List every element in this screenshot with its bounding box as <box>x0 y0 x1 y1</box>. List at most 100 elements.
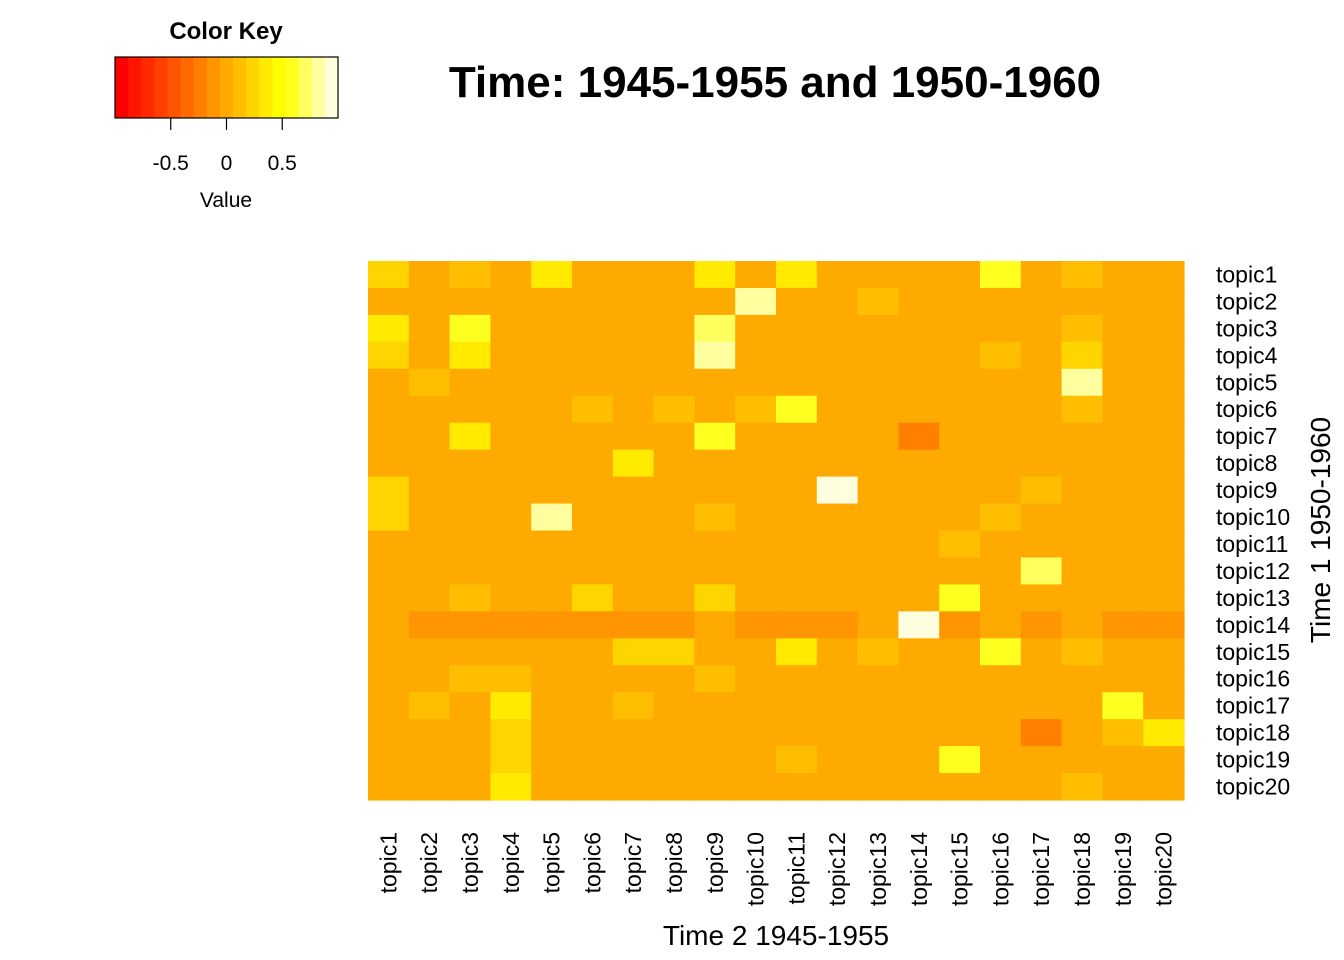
heatmap-cell <box>1102 530 1144 559</box>
heatmap-cell <box>816 557 859 585</box>
heatmap-cell <box>572 557 614 585</box>
heatmap-cell <box>531 719 573 747</box>
heatmap-cell <box>1020 773 1063 801</box>
heatmap-cell <box>898 746 940 774</box>
heatmap-cell <box>898 395 940 424</box>
color-key-swatch <box>259 57 273 118</box>
heatmap-cell <box>816 314 859 343</box>
heatmap-cell <box>490 611 532 639</box>
heatmap-cell <box>368 665 410 693</box>
heatmap-cell <box>490 584 532 612</box>
heatmap-cell <box>816 476 859 505</box>
row-label: topic10 <box>1216 504 1290 530</box>
heatmap-cell <box>898 611 940 639</box>
heatmap-cell <box>490 503 532 532</box>
heatmap-cell <box>612 638 655 666</box>
heatmap-cells <box>368 261 1185 801</box>
heatmap-cell <box>776 368 818 397</box>
heatmap-cell <box>1020 287 1063 316</box>
heatmap-cell <box>368 611 410 639</box>
heatmap-cell <box>531 261 573 289</box>
heatmap-cell <box>898 287 940 316</box>
heatmap-cell <box>572 368 614 397</box>
heatmap-cell <box>490 719 532 747</box>
heatmap-cell <box>857 449 899 478</box>
heatmap-cell <box>735 422 777 451</box>
heatmap-cell <box>612 341 655 370</box>
heatmap-cell <box>368 449 410 478</box>
heatmap-cell <box>1102 584 1144 612</box>
heatmap-cell <box>939 261 981 289</box>
heatmap-cell <box>490 341 532 370</box>
column-label: topic16 <box>987 832 1013 906</box>
heatmap-cell <box>1020 449 1063 478</box>
heatmap-cell <box>653 368 695 397</box>
heatmap-cell <box>939 395 981 424</box>
row-label: topic5 <box>1216 369 1277 395</box>
heatmap-cell <box>898 557 940 585</box>
heatmap-cell <box>735 557 777 585</box>
heatmap-cell <box>449 773 491 801</box>
heatmap-cell <box>980 287 1022 316</box>
color-key-swatch <box>141 57 155 118</box>
color-key-swatch <box>115 57 129 118</box>
heatmap-cell <box>612 557 655 585</box>
color-key-swatch <box>154 57 168 118</box>
column-label: topic11 <box>783 832 809 904</box>
heatmap-cell <box>1102 611 1144 639</box>
heatmap-cell <box>449 638 491 666</box>
color-key: Color Key -0.5 0 0.5 Value <box>114 18 339 212</box>
heatmap-cell <box>735 665 777 693</box>
heatmap-cell <box>816 395 859 424</box>
heatmap-cell <box>408 773 451 801</box>
heatmap-cell <box>449 341 491 370</box>
color-key-swatch <box>206 57 221 118</box>
heatmap-cell <box>408 557 451 585</box>
heatmap-cell <box>1020 395 1063 424</box>
heatmap-cell <box>1102 557 1144 585</box>
row-label: topic12 <box>1216 558 1290 584</box>
heatmap-cell <box>1020 422 1063 451</box>
heatmap-cell <box>1102 314 1144 343</box>
heatmap-cell <box>776 773 818 801</box>
heatmap-cell <box>408 314 451 343</box>
heatmap-cell <box>572 261 614 289</box>
heatmap-cell <box>735 368 777 397</box>
row-label: topic18 <box>1216 720 1290 746</box>
column-label: topic10 <box>743 832 769 906</box>
heatmap-cell <box>531 746 573 774</box>
heatmap-cell <box>1102 422 1144 451</box>
heatmap-cell <box>408 665 451 693</box>
heatmap-cell <box>694 287 736 316</box>
heatmap-cell <box>939 638 981 666</box>
heatmap-cell <box>653 503 695 532</box>
heatmap-cell <box>612 261 655 289</box>
heatmap-cell <box>612 773 655 801</box>
heatmap-cell <box>449 692 491 720</box>
color-key-swatch <box>167 57 182 118</box>
heatmap-cell <box>531 395 573 424</box>
heatmap-cell <box>408 368 451 397</box>
heatmap-cell <box>776 638 818 666</box>
heatmap-cell <box>449 287 491 316</box>
heatmap-cell <box>1143 611 1185 639</box>
heatmap-cell <box>449 476 491 505</box>
heatmap-cell <box>368 719 410 747</box>
heatmap-cell <box>898 530 940 559</box>
x-axis-label: Time 2 1945-1955 <box>663 920 889 951</box>
heatmap-cell <box>816 692 859 720</box>
heatmap-cell <box>1143 692 1185 720</box>
heatmap-cell <box>857 368 899 397</box>
heatmap-cell <box>776 557 818 585</box>
heatmap-cell <box>408 503 451 532</box>
heatmap-cell <box>776 287 818 316</box>
heatmap-cell <box>1020 746 1063 774</box>
heatmap-cell <box>898 422 940 451</box>
row-label: topic11 <box>1216 531 1288 557</box>
heatmap-cell <box>898 368 940 397</box>
column-label: topic6 <box>579 832 605 893</box>
heatmap-cell <box>939 719 981 747</box>
heatmap-cell <box>980 449 1022 478</box>
heatmap-cell <box>408 638 451 666</box>
heatmap-cell <box>1143 746 1185 774</box>
